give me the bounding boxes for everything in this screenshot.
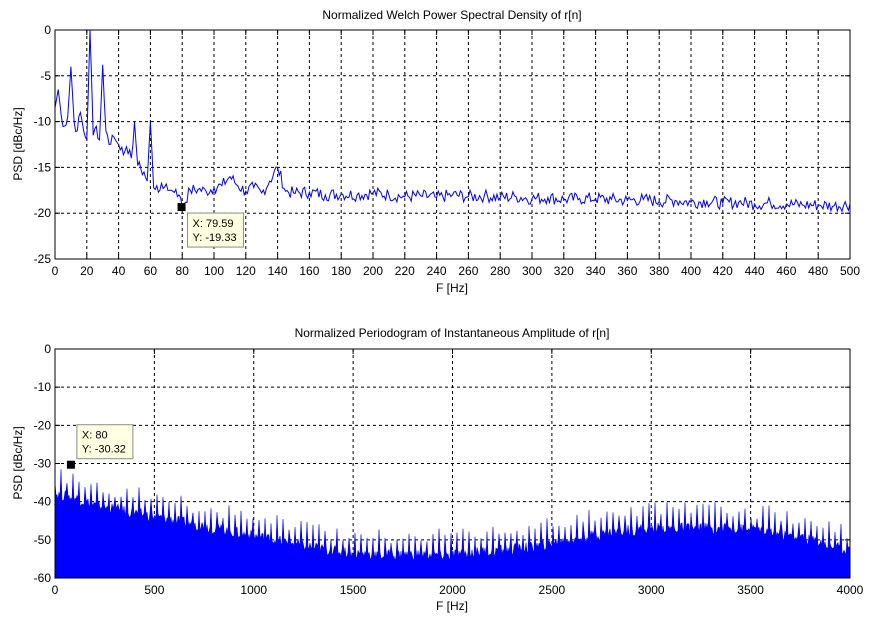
y-tick-label: -5	[40, 69, 51, 83]
y-tick-label: -20	[34, 206, 52, 220]
welch-psd-y-label: PSD [dBc/Hz]	[11, 107, 25, 180]
x-tick-label: 2000	[439, 583, 466, 597]
datatip-x-text: X: 80	[82, 430, 108, 442]
x-tick-label: 460	[776, 264, 796, 278]
welch-psd-axes: Normalized Welch Power Spectral Density …	[11, 8, 860, 295]
welch-psd-axes-box	[54, 29, 851, 260]
y-tick-label: -40	[34, 495, 52, 509]
datatip-y-text: Y: -19.33	[193, 232, 237, 244]
welch-psd-title: Normalized Welch Power Spectral Density …	[322, 8, 581, 22]
x-tick-label: 480	[808, 264, 828, 278]
x-tick-label: 3500	[737, 583, 764, 597]
welch-psd-x-ticks: 0 20 40 60 80 100 120 140 160 180 200 220 240 260 280 3…	[52, 30, 860, 278]
datatip-marker[interactable]	[66, 460, 75, 469]
y-tick-label: -25	[34, 252, 52, 266]
x-tick-label: 160	[299, 264, 319, 278]
periodogram-datatip[interactable]: X: 80 Y: -30.32	[66, 424, 134, 469]
periodogram-axes-box	[54, 348, 851, 579]
periodogram-axes: Normalized Periodogram of Instantaneous …	[11, 326, 864, 613]
welch-psd-y-ticks: 0 -5 -10 -15 -20 -25	[34, 23, 850, 266]
y-tick-label: -50	[34, 533, 52, 547]
x-tick-label: 3000	[638, 583, 665, 597]
periodogram-x-label: F [Hz]	[436, 599, 468, 613]
x-tick-label: 360	[617, 264, 637, 278]
x-tick-label: 240	[427, 264, 447, 278]
y-tick-label: 0	[44, 23, 51, 37]
x-tick-label: 400	[681, 264, 701, 278]
x-tick-label: 120	[236, 264, 256, 278]
welch-psd-plot-area	[55, 30, 850, 259]
y-tick-label: 0	[44, 342, 51, 356]
y-tick-label: -60	[34, 571, 52, 585]
x-tick-label: 500	[144, 583, 164, 597]
datatip-box	[76, 424, 134, 460]
datatip-y-text: Y: -30.32	[82, 444, 126, 456]
x-tick-label: 0	[52, 264, 59, 278]
x-tick-label: 100	[204, 264, 224, 278]
x-tick-label: 2500	[539, 583, 566, 597]
y-tick-label: -30	[34, 457, 52, 471]
x-tick-label: 260	[458, 264, 478, 278]
x-tick-label: 420	[713, 264, 733, 278]
periodogram-y-label: PSD [dBc/Hz]	[11, 426, 25, 499]
welch-psd-x-label: F [Hz]	[436, 281, 468, 295]
x-tick-label: 40	[112, 264, 126, 278]
x-tick-label: 4000	[837, 583, 864, 597]
x-tick-label: 380	[649, 264, 669, 278]
x-tick-label: 1000	[240, 583, 267, 597]
welch-psd-series-line	[54, 29, 851, 214]
x-tick-label: 80	[176, 264, 190, 278]
periodogram-series-fill	[54, 469, 851, 579]
x-tick-label: 340	[586, 264, 606, 278]
x-tick-label: 0	[52, 583, 59, 597]
x-tick-label: 200	[363, 264, 383, 278]
datatip-x-text: X: 79.59	[193, 218, 234, 230]
x-tick-label: 1500	[340, 583, 367, 597]
x-tick-label: 300	[522, 264, 542, 278]
y-tick-label: -10	[34, 380, 52, 394]
x-tick-label: 180	[331, 264, 351, 278]
periodogram-title: Normalized Periodogram of Instantaneous …	[295, 326, 610, 340]
x-tick-label: 20	[80, 264, 94, 278]
y-tick-label: -10	[34, 115, 52, 129]
x-tick-label: 280	[490, 264, 510, 278]
x-tick-label: 60	[144, 264, 158, 278]
x-tick-label: 220	[395, 264, 415, 278]
y-tick-label: -20	[34, 418, 52, 432]
x-tick-label: 320	[554, 264, 574, 278]
datatip-box	[187, 212, 245, 248]
datatip-marker[interactable]	[177, 203, 186, 212]
welch-psd-datatip[interactable]: X: 79.59 Y: -19.33	[177, 203, 245, 248]
y-tick-label: -15	[34, 160, 52, 174]
x-tick-label: 440	[745, 264, 765, 278]
x-tick-label: 500	[840, 264, 860, 278]
periodogram-x-ticks: 0 500 1000 1500 2000 2500 3000 3500 4000	[52, 349, 864, 597]
x-tick-label: 140	[268, 264, 288, 278]
